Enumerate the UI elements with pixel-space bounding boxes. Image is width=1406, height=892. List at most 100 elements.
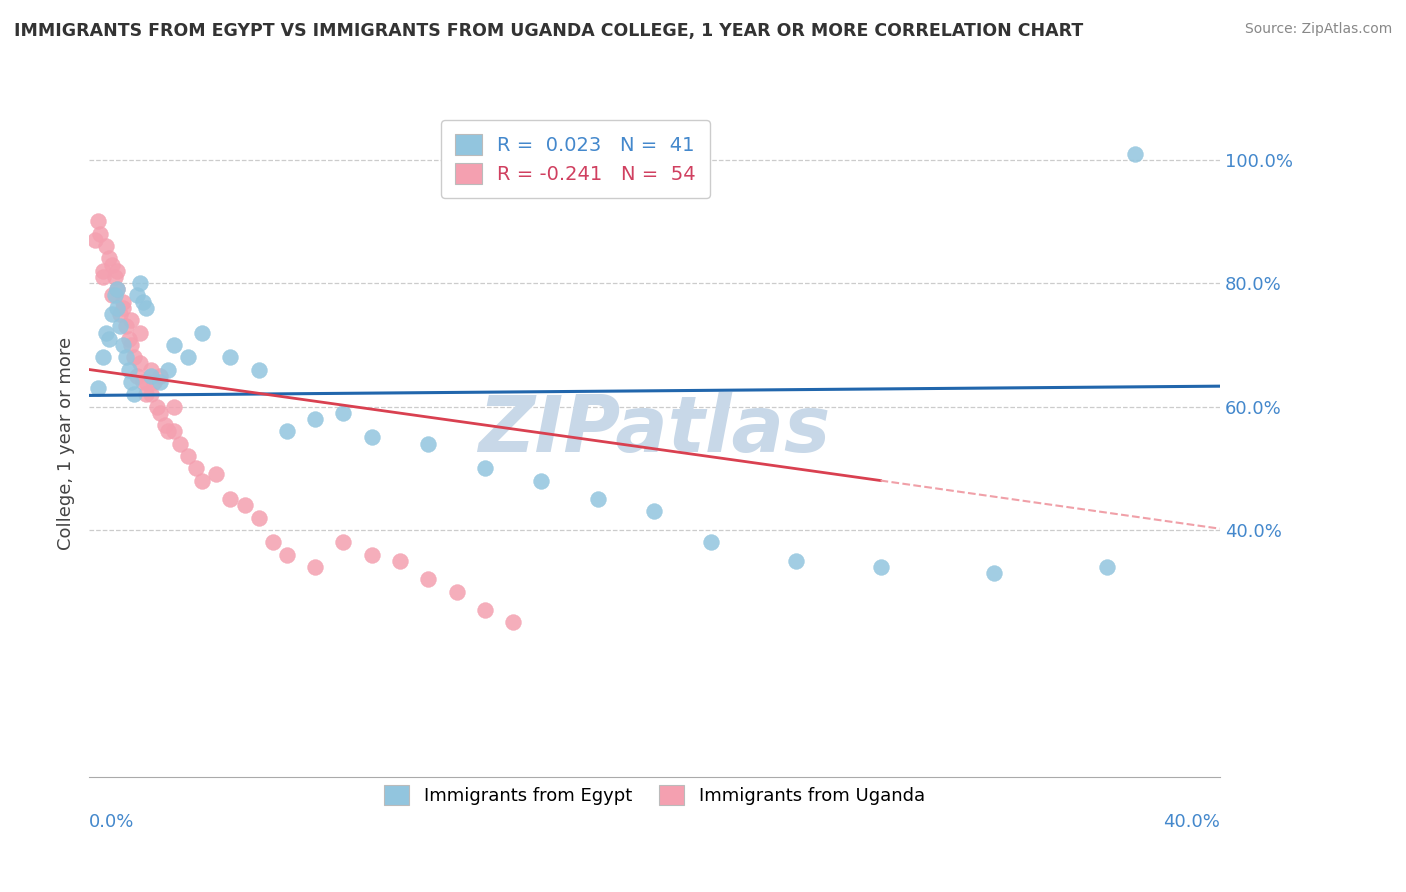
Point	[114, 319, 136, 334]
Point	[86, 381, 108, 395]
Point	[474, 461, 496, 475]
Point	[129, 326, 152, 340]
Point	[129, 356, 152, 370]
Point	[100, 307, 122, 321]
Text: 0.0%: 0.0%	[89, 814, 135, 831]
Point	[103, 270, 125, 285]
Point	[332, 535, 354, 549]
Y-axis label: College, 1 year or more: College, 1 year or more	[58, 337, 75, 550]
Point	[276, 548, 298, 562]
Point	[446, 584, 468, 599]
Point	[94, 326, 117, 340]
Point	[117, 362, 139, 376]
Point	[91, 350, 114, 364]
Point	[149, 368, 172, 383]
Point	[105, 282, 128, 296]
Point	[105, 301, 128, 315]
Point	[124, 350, 146, 364]
Point	[983, 566, 1005, 580]
Point	[103, 288, 125, 302]
Text: 40.0%: 40.0%	[1163, 814, 1220, 831]
Point	[586, 491, 609, 506]
Point	[785, 554, 807, 568]
Point	[169, 436, 191, 450]
Point	[121, 338, 143, 352]
Point	[149, 406, 172, 420]
Point	[191, 326, 214, 340]
Point	[108, 319, 131, 334]
Point	[157, 424, 180, 438]
Point	[163, 338, 186, 352]
Point	[304, 560, 326, 574]
Point	[157, 362, 180, 376]
Point	[332, 406, 354, 420]
Text: ZIPatlas: ZIPatlas	[478, 392, 831, 468]
Point	[474, 603, 496, 617]
Point	[186, 461, 208, 475]
Point	[105, 264, 128, 278]
Point	[643, 504, 665, 518]
Point	[97, 252, 120, 266]
Point	[247, 362, 270, 376]
Point	[530, 474, 553, 488]
Point	[124, 387, 146, 401]
Point	[127, 368, 149, 383]
Point	[149, 375, 172, 389]
Point	[233, 498, 256, 512]
Point	[100, 288, 122, 302]
Point	[143, 375, 166, 389]
Point	[83, 233, 105, 247]
Point	[105, 282, 128, 296]
Point	[502, 615, 524, 630]
Point	[177, 350, 200, 364]
Point	[121, 375, 143, 389]
Point	[86, 214, 108, 228]
Point	[111, 294, 134, 309]
Point	[418, 436, 440, 450]
Point	[247, 510, 270, 524]
Point	[869, 560, 891, 574]
Point	[132, 375, 155, 389]
Point	[108, 307, 131, 321]
Point	[191, 474, 214, 488]
Point	[700, 535, 723, 549]
Point	[141, 368, 163, 383]
Point	[111, 338, 134, 352]
Point	[219, 491, 242, 506]
Point	[141, 362, 163, 376]
Legend: Immigrants from Egypt, Immigrants from Uganda: Immigrants from Egypt, Immigrants from U…	[375, 776, 934, 814]
Point	[135, 387, 157, 401]
Point	[91, 270, 114, 285]
Point	[127, 288, 149, 302]
Point	[360, 430, 382, 444]
Point	[146, 400, 169, 414]
Point	[276, 424, 298, 438]
Point	[262, 535, 284, 549]
Point	[205, 467, 228, 482]
Point	[418, 572, 440, 586]
Point	[129, 276, 152, 290]
Point	[97, 332, 120, 346]
Point	[141, 387, 163, 401]
Text: IMMIGRANTS FROM EGYPT VS IMMIGRANTS FROM UGANDA COLLEGE, 1 YEAR OR MORE CORRELAT: IMMIGRANTS FROM EGYPT VS IMMIGRANTS FROM…	[14, 22, 1083, 40]
Point	[177, 449, 200, 463]
Point	[100, 258, 122, 272]
Point	[304, 412, 326, 426]
Point	[163, 400, 186, 414]
Point	[121, 313, 143, 327]
Point	[1095, 560, 1118, 574]
Point	[1123, 146, 1146, 161]
Point	[219, 350, 242, 364]
Point	[135, 375, 157, 389]
Point	[135, 301, 157, 315]
Point	[94, 239, 117, 253]
Point	[360, 548, 382, 562]
Point	[111, 301, 134, 315]
Point	[89, 227, 111, 241]
Point	[388, 554, 411, 568]
Point	[114, 350, 136, 364]
Point	[91, 264, 114, 278]
Point	[155, 417, 177, 432]
Text: Source: ZipAtlas.com: Source: ZipAtlas.com	[1244, 22, 1392, 37]
Point	[132, 294, 155, 309]
